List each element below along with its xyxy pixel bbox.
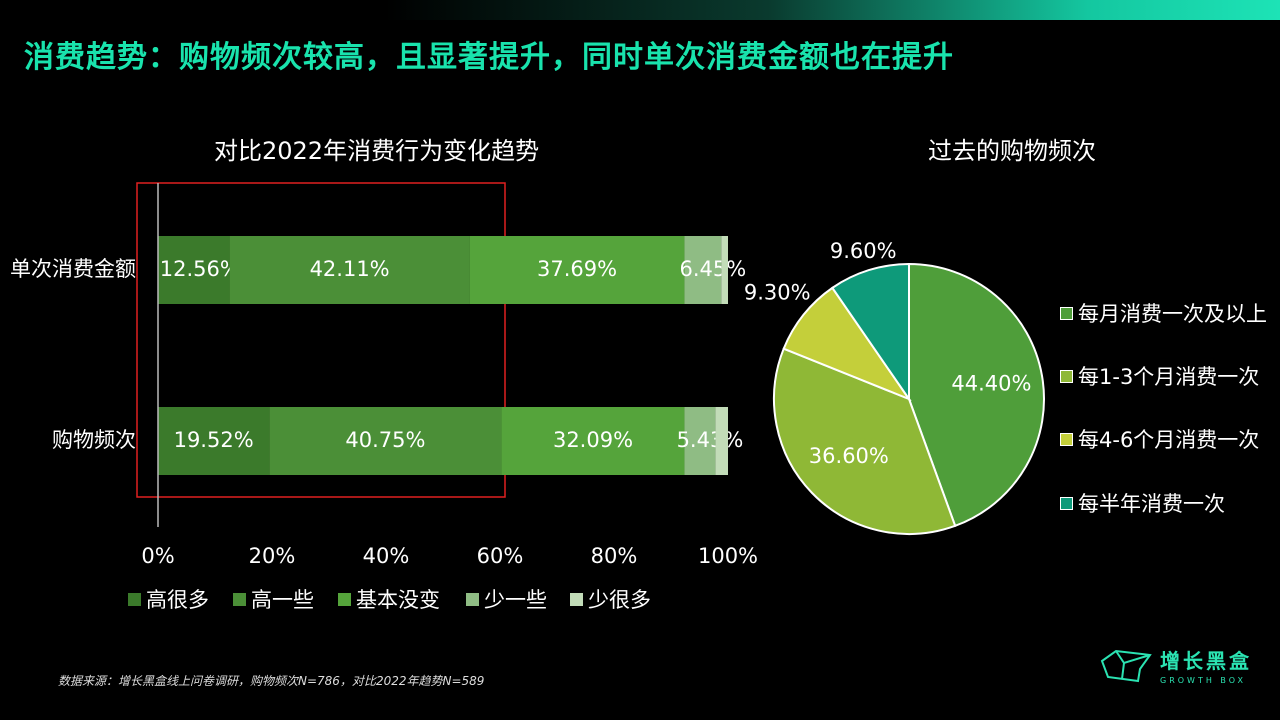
brand-subtitle: GROWTH BOX bbox=[1160, 676, 1247, 685]
legend-item: 少很多 bbox=[570, 584, 651, 614]
data-label: 42.11% bbox=[310, 257, 390, 281]
bar-segment bbox=[229, 236, 470, 304]
legend-swatch bbox=[1060, 369, 1073, 383]
legend-label: 每半年消费一次 bbox=[1078, 492, 1225, 516]
pie-legend-item: 每月消费一次及以上 bbox=[1060, 298, 1267, 328]
pie-legend-item: 每半年消费一次 bbox=[1060, 488, 1225, 518]
pie-slice bbox=[782, 286, 912, 402]
legend-label: 高一些 bbox=[251, 588, 314, 612]
legend-item: 少一些 bbox=[466, 584, 547, 614]
legend-swatch bbox=[233, 592, 246, 606]
data-label: 40.75% bbox=[345, 428, 425, 452]
legend-swatch bbox=[466, 592, 479, 606]
pie-chart-title: 过去的购物频次 bbox=[928, 137, 1096, 165]
x-tick-label: 100% bbox=[698, 544, 758, 568]
legend-swatch bbox=[128, 592, 141, 606]
legend-label: 高很多 bbox=[146, 588, 209, 612]
x-tick-label: 80% bbox=[591, 544, 638, 568]
bar-chart-title: 对比2022年消费行为变化趋势 bbox=[214, 137, 540, 165]
legend-item: 高一些 bbox=[233, 584, 314, 614]
bar-segment bbox=[158, 236, 230, 304]
bar-segment bbox=[269, 407, 502, 475]
brand-logo: 增长黑盒 GROWTH BOX bbox=[1100, 645, 1252, 685]
bar-segment bbox=[158, 407, 270, 475]
pie-data-label: 9.30% bbox=[744, 281, 811, 305]
cube-logo-icon bbox=[1100, 649, 1152, 683]
data-label: 37.69% bbox=[537, 257, 617, 281]
category-label: 购物频次 bbox=[52, 428, 136, 452]
x-tick-label: 60% bbox=[477, 544, 524, 568]
legend-swatch bbox=[1060, 432, 1073, 446]
pie-data-label: 9.60% bbox=[830, 239, 897, 263]
pie-data-label: 36.60% bbox=[809, 444, 889, 468]
pie-legend-item: 每4-6个月消费一次 bbox=[1060, 424, 1259, 454]
x-tick-label: 20% bbox=[249, 544, 296, 568]
pie-slice bbox=[830, 262, 910, 403]
bar-segment bbox=[684, 407, 716, 475]
bar-segment bbox=[715, 407, 728, 475]
bar-segment bbox=[501, 407, 685, 475]
legend-swatch bbox=[570, 592, 583, 606]
legend-label: 少很多 bbox=[588, 588, 651, 612]
bar-segment bbox=[684, 236, 722, 304]
bar-segment bbox=[469, 236, 685, 304]
legend-swatch bbox=[338, 592, 351, 606]
pie-slice bbox=[908, 262, 1045, 528]
data-label: 12.56% bbox=[160, 257, 240, 281]
page-headline: 消费趋势：购物频次较高，且显著提升，同时单次消费金额也在提升 bbox=[24, 40, 954, 75]
data-label: 6.45% bbox=[679, 257, 746, 281]
legend-label: 少一些 bbox=[484, 588, 547, 612]
data-label: 5.43% bbox=[677, 428, 744, 452]
brand-name: 增长黑盒 bbox=[1160, 649, 1252, 673]
legend-swatch bbox=[1060, 496, 1073, 510]
legend-label: 每月消费一次及以上 bbox=[1078, 302, 1267, 326]
pie-legend-item: 每1-3个月消费一次 bbox=[1060, 361, 1259, 391]
category-label: 单次消费金额 bbox=[10, 257, 136, 281]
pie-data-label: 44.40% bbox=[951, 371, 1031, 395]
data-label: 19.52% bbox=[174, 428, 254, 452]
top-gradient-bar bbox=[0, 0, 1280, 20]
x-tick-label: 0% bbox=[141, 544, 174, 568]
legend-item: 高很多 bbox=[128, 584, 209, 614]
legend-swatch bbox=[1060, 306, 1073, 320]
highlight-box bbox=[136, 182, 506, 498]
data-label: 32.09% bbox=[553, 428, 633, 452]
bar-segment bbox=[721, 236, 728, 304]
pie-slice bbox=[773, 347, 957, 536]
legend-label: 基本没变 bbox=[356, 588, 440, 612]
legend-label: 每4-6个月消费一次 bbox=[1078, 428, 1260, 452]
legend-item: 基本没变 bbox=[338, 584, 440, 614]
source-note: 数据来源：增长黑盒线上问卷调研，购物频次N=786，对比2022年趋势N=589 bbox=[58, 674, 485, 688]
x-tick-label: 40% bbox=[363, 544, 410, 568]
legend-label: 每1-3个月消费一次 bbox=[1078, 365, 1260, 389]
